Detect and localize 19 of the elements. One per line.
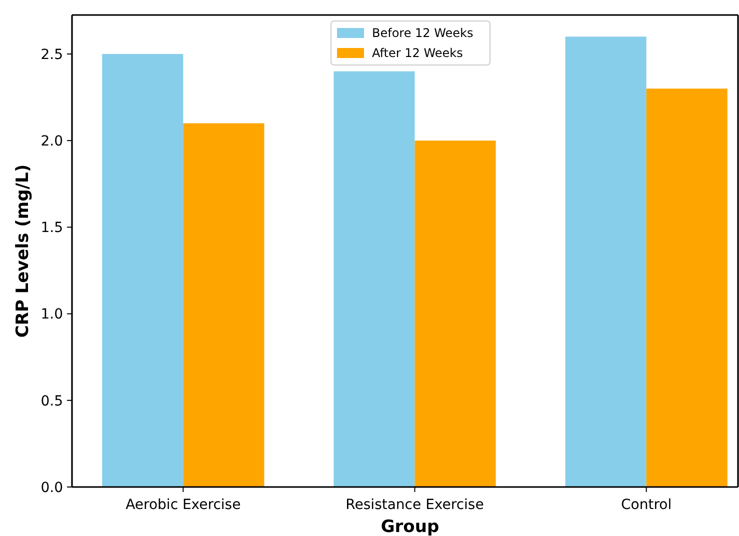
x-axis-title: Group: [380, 517, 440, 536]
y-tick-label: 1.5: [40, 220, 63, 236]
bar: [183, 123, 264, 487]
x-tick-label: Aerobic Exercise: [126, 497, 241, 513]
y-tick-label: 0.0: [40, 480, 63, 496]
y-tick-label: 0.5: [40, 393, 63, 410]
x-tick-label: Resistance Exercise: [346, 497, 484, 513]
legend-label: Before 12 Weeks: [372, 26, 474, 40]
bar: [414, 140, 496, 487]
y-tick-label: 1.0: [40, 306, 63, 323]
bar: [565, 36, 646, 487]
legend-label: After 12 Weeks: [372, 46, 463, 60]
y-tick-label: 2.5: [40, 46, 63, 63]
bar: [102, 54, 184, 487]
bar: [334, 71, 415, 487]
y-axis-title: CRP Levels (mg/L): [13, 164, 33, 338]
bar: [646, 88, 728, 487]
y-tick-label: 2.0: [40, 133, 63, 150]
x-tick-label: Control: [621, 497, 672, 513]
